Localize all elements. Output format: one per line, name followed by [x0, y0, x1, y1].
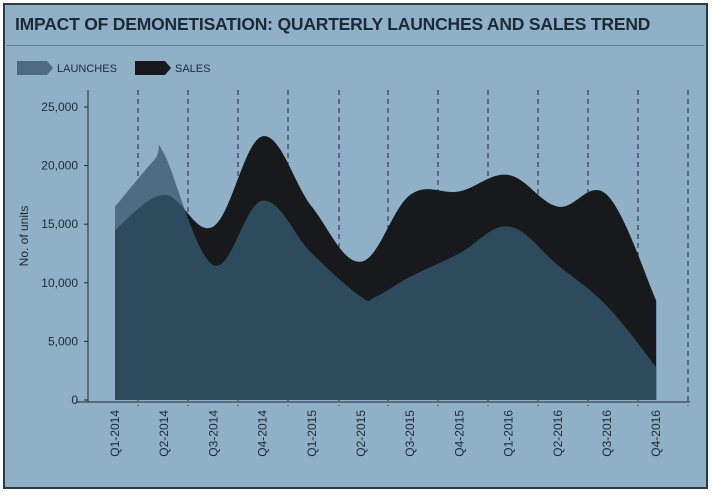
y-tick-labels: 0 5,000 10,000 15,000 20,000 25,000	[41, 100, 88, 407]
y-axis-label: No. of units	[17, 206, 31, 267]
x-tick-label: Q1-2014	[108, 410, 122, 457]
y-tick-label: 0	[71, 393, 78, 407]
x-tick-label: Q1-2016	[502, 410, 516, 457]
y-tick-label: 5,000	[48, 334, 78, 348]
legend-label-launches: LAUNCHES	[57, 63, 117, 75]
title-divider	[7, 45, 704, 46]
legend-label-sales: SALES	[175, 63, 211, 75]
x-tick-label: Q3-2014	[206, 410, 220, 457]
y-tick-label: 15,000	[41, 217, 78, 231]
legend-swatch-sales	[135, 61, 171, 75]
legend-item-launches: LAUNCHES	[17, 57, 147, 79]
y-tick-label: 25,000	[41, 100, 78, 114]
series-overlap-area	[115, 144, 657, 400]
x-tick-label: Q1-2015	[305, 410, 319, 457]
x-tick-label: Q2-2014	[157, 410, 171, 457]
x-tick-label: Q3-2015	[403, 410, 417, 457]
x-tick-label: Q3-2016	[600, 410, 614, 457]
x-tick-label: Q2-2016	[551, 410, 565, 457]
y-tick-label: 20,000	[41, 159, 78, 173]
x-tick-label: Q4-2014	[256, 410, 270, 457]
x-tick-label: Q4-2016	[649, 410, 663, 457]
series-areas	[115, 136, 657, 401]
x-tick-label: Q4-2015	[452, 410, 466, 457]
legend-swatch-launches	[17, 61, 53, 75]
x-tick-label: Q2-2015	[354, 410, 368, 457]
x-tick-labels: Q1-2014 Q2-2014 Q3-2014 Q4-2014 Q1-2015 Q2-20…	[108, 410, 663, 457]
axes	[76, 90, 690, 403]
legend-item-sales: SALES	[135, 57, 235, 79]
chart-title: IMPACT OF DEMONETISATION: QUARTERLY LAUN…	[15, 14, 651, 34]
y-tick-label: 10,000	[41, 276, 78, 290]
